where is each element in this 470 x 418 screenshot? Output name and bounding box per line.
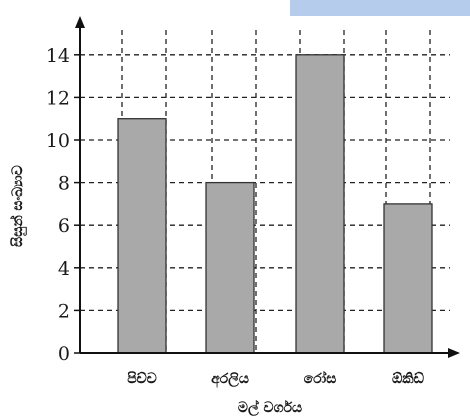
x-category-label: පිච්ච [127,370,157,387]
y-tick-label: 8 [58,173,70,195]
axes [74,16,460,358]
x-category-label: රෝස [304,370,337,387]
y-tick-label: 6 [58,215,70,237]
bar [295,54,345,354]
y-tick-label: 4 [58,258,70,280]
y-axis-label: සිසුන් සංඛ්‍යාව [9,165,28,247]
y-tick-labels: 0 2 4 6 8 10 12 14 [46,45,70,365]
y-tick-label: 10 [46,130,70,152]
bars [117,54,433,354]
bar [383,203,433,354]
y-tick-label: 2 [58,300,70,322]
y-tick-label: 14 [46,45,70,67]
x-category-label: ඕකිඩ් [392,370,425,387]
x-category-labels: පිච්ච අරලිය රෝස ඕකිඩ් [127,370,424,388]
x-axis-arrow [448,348,460,358]
y-axis-arrow [75,16,85,28]
bar [205,181,255,354]
x-category-label: අරලිය [211,371,249,388]
corner-tint [290,0,470,16]
y-tick-label: 12 [46,87,70,109]
x-axis-label: මල් වර්ගය [238,399,302,417]
bar [117,118,167,354]
y-tick-label: 0 [58,343,70,365]
